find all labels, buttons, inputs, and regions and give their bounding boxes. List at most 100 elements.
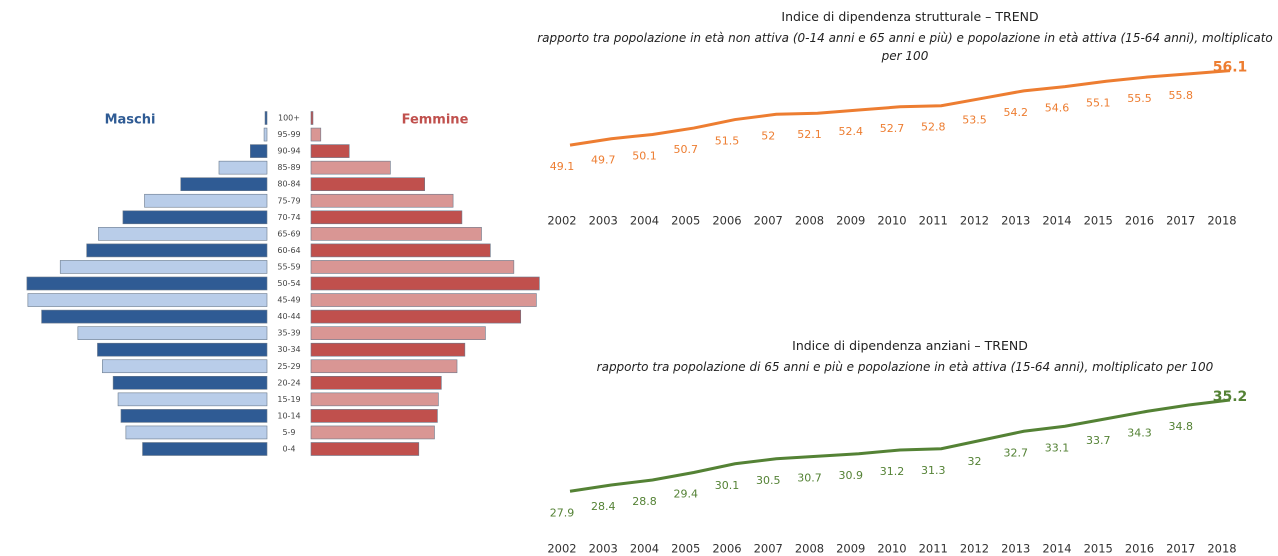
age-label: 65-69	[277, 229, 300, 238]
age-label: 100+	[278, 114, 300, 123]
data-label: 31.2	[880, 465, 905, 478]
bar	[310, 227, 482, 241]
bar	[250, 144, 268, 158]
x-tick-label: 2010	[877, 214, 906, 228]
x-tick-label: 2002	[547, 542, 576, 556]
age-label: 90-94	[277, 147, 300, 156]
bar	[125, 425, 268, 440]
bar	[310, 144, 350, 158]
bar	[97, 342, 268, 357]
data-label: 30.5	[756, 474, 781, 487]
bar	[264, 111, 268, 125]
data-label: 52	[761, 129, 775, 142]
bar	[98, 227, 268, 241]
x-tick-label: 2004	[630, 542, 659, 556]
data-label: 28.4	[591, 500, 616, 513]
data-label: 54.2	[1004, 106, 1029, 119]
bar	[122, 210, 268, 225]
x-tick-label: 2006	[712, 542, 741, 556]
series-label: Maschi	[105, 113, 156, 128]
age-label: 75-79	[277, 196, 300, 205]
x-tick-label: 2013	[1001, 214, 1030, 228]
bar	[86, 243, 268, 258]
bar	[310, 309, 522, 324]
bar	[310, 425, 435, 440]
data-label: 30.9	[839, 469, 864, 482]
x-tick-label: 2005	[671, 542, 700, 556]
bar	[310, 342, 466, 357]
data-label: 34.3	[1127, 426, 1152, 439]
x-tick-label: 2012	[960, 214, 989, 228]
line	[569, 69, 1231, 147]
data-label: 50.7	[674, 143, 699, 156]
bar	[77, 326, 268, 340]
x-tick-label: 2017	[1166, 214, 1195, 228]
x-tick-label: 2006	[712, 214, 741, 228]
age-label: 30-34	[277, 345, 300, 354]
x-tick-label: 2013	[1001, 542, 1030, 556]
x-tick-label: 2015	[1084, 214, 1113, 228]
age-label: 5-9	[282, 428, 295, 437]
bar	[102, 359, 268, 374]
data-label: 27.9	[550, 506, 575, 519]
age-label: 85-89	[277, 163, 300, 172]
data-label: 34.8	[1169, 420, 1194, 433]
x-tick-label: 2018	[1207, 542, 1236, 556]
bar	[310, 193, 454, 208]
age-label: 80-84	[277, 180, 300, 189]
bar	[112, 375, 268, 390]
data-label: 50.1	[632, 149, 657, 162]
age-label: 25-29	[277, 362, 300, 371]
series-label: Femmine	[402, 113, 469, 128]
age-label: 40-44	[277, 312, 300, 321]
x-tick-label: 2009	[836, 542, 865, 556]
bar	[310, 111, 314, 125]
age-label: 0-4	[282, 445, 295, 454]
data-label: 28.8	[632, 495, 657, 508]
x-tick-label: 2008	[795, 542, 824, 556]
bar	[27, 293, 268, 307]
bar	[310, 293, 537, 307]
x-tick-label: 2007	[754, 542, 783, 556]
data-label: 49.7	[591, 154, 616, 167]
chart-title: Indice di dipendenza strutturale – TREND	[781, 9, 1039, 24]
bar	[310, 359, 458, 374]
bar	[41, 309, 268, 324]
bar	[59, 260, 268, 274]
bar	[310, 127, 322, 142]
chart-subtitle: rapporto tra popolazione in età non atti…	[537, 31, 1273, 63]
data-label: 52.8	[921, 121, 946, 134]
age-label: 10-14	[277, 411, 300, 420]
age-label: 45-49	[277, 296, 300, 305]
x-tick-label: 2016	[1125, 214, 1154, 228]
age-label: 55-59	[277, 262, 300, 271]
bar	[142, 442, 268, 456]
data-label: 33.1	[1045, 441, 1070, 454]
x-tick-label: 2015	[1084, 542, 1113, 556]
data-label: 52.4	[839, 125, 864, 138]
x-tick-label: 2002	[547, 214, 576, 228]
x-tick-label: 2011	[919, 542, 948, 556]
bar	[310, 326, 486, 340]
data-label: 30.7	[797, 471, 822, 484]
age-label: 50-54	[277, 279, 300, 288]
bar	[218, 160, 268, 175]
bar	[310, 160, 391, 175]
age-label: 70-74	[277, 213, 300, 222]
bar	[180, 177, 268, 191]
x-tick-label: 2005	[671, 214, 700, 228]
age-label: 15-19	[277, 395, 300, 404]
x-tick-label: 2003	[589, 542, 618, 556]
data-label: 29.4	[674, 488, 699, 501]
data-label: 55.8	[1169, 89, 1194, 102]
age-label: 95-99	[277, 130, 300, 139]
x-tick-label: 2009	[836, 214, 865, 228]
data-label: 53.5	[962, 113, 987, 126]
data-label: 33.7	[1086, 434, 1111, 447]
age-label: 35-39	[277, 329, 300, 338]
data-label: 56.1	[1213, 60, 1248, 76]
data-label: 55.1	[1086, 96, 1111, 109]
x-tick-label: 2012	[960, 542, 989, 556]
data-label: 32.7	[1004, 446, 1029, 459]
bar	[310, 392, 439, 407]
